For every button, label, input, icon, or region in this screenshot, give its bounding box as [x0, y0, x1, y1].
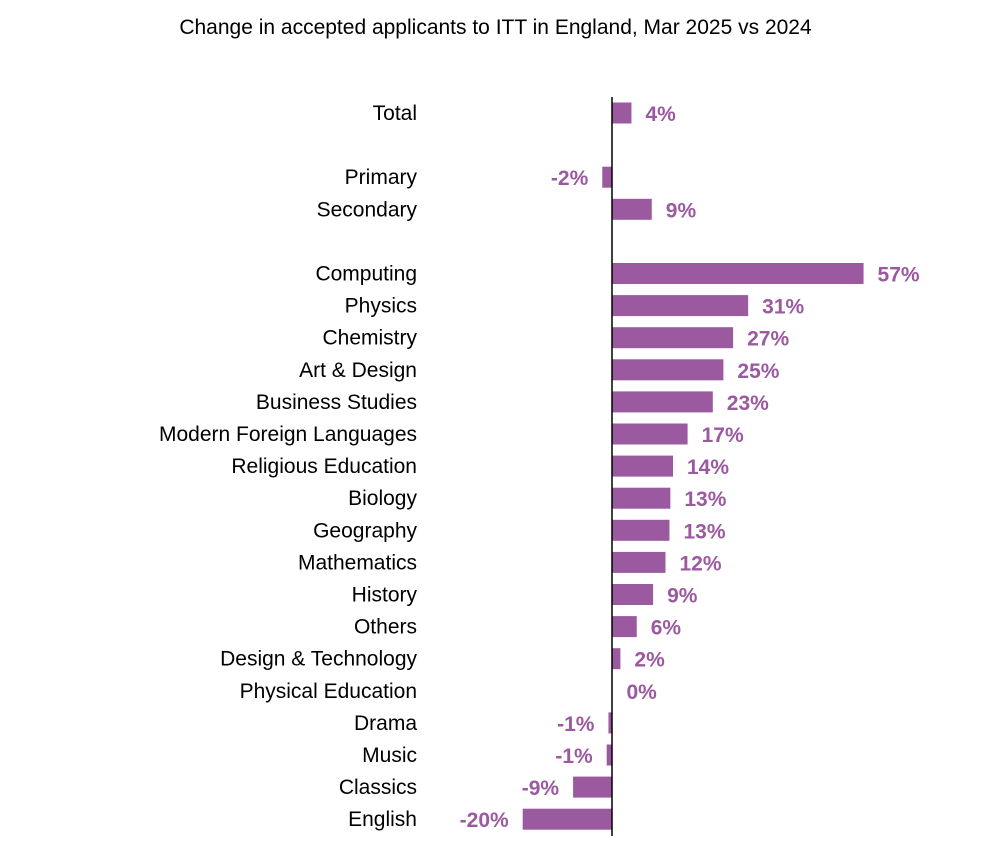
- data-label-design-and-technology: 2%: [634, 649, 665, 672]
- data-label-music: -1%: [555, 745, 593, 768]
- data-label-primary: -2%: [551, 167, 589, 190]
- category-label-art-and-design: Art & Design: [299, 359, 417, 382]
- data-label-business-studies: 23%: [727, 392, 769, 415]
- bar-modern-foreign-languages: [612, 423, 688, 445]
- data-label-drama: -1%: [557, 713, 595, 736]
- category-label-geography: Geography: [313, 519, 417, 542]
- bar-geography: [612, 519, 670, 541]
- bar-biology: [612, 487, 671, 509]
- category-label-religious-education: Religious Education: [231, 455, 417, 478]
- chart-title: Change in accepted applicants to ITT in …: [179, 16, 812, 39]
- bar-art-and-design: [612, 359, 724, 381]
- bar-chemistry: [612, 327, 734, 349]
- bar-primary: [602, 166, 612, 188]
- bar-history: [612, 584, 654, 605]
- bar-english: [522, 808, 612, 830]
- bar-religious-education: [612, 455, 674, 477]
- bar-music: [606, 744, 612, 766]
- category-label-mathematics: Mathematics: [298, 551, 417, 574]
- category-label-english: English: [348, 808, 417, 831]
- data-label-secondary: 9%: [666, 199, 697, 222]
- category-label-music: Music: [362, 744, 417, 767]
- category-label-secondary: Secondary: [317, 198, 418, 221]
- data-label-total: 4%: [645, 103, 676, 126]
- bar-design-and-technology: [612, 648, 621, 670]
- bar-others: [612, 616, 637, 638]
- category-label-physics: Physics: [345, 295, 417, 318]
- bar-secondary: [612, 198, 652, 220]
- data-label-chemistry: 27%: [747, 328, 789, 351]
- data-label-history: 9%: [667, 585, 698, 608]
- category-label-chemistry: Chemistry: [322, 327, 417, 350]
- data-label-physics: 31%: [762, 296, 804, 319]
- category-label-total: Total: [373, 102, 417, 125]
- category-label-primary: Primary: [345, 166, 418, 189]
- bar-drama: [608, 712, 612, 734]
- bar-computing: [612, 263, 864, 284]
- bar-physics: [612, 295, 749, 317]
- data-label-computing: 57%: [878, 264, 920, 287]
- bar-mathematics: [612, 551, 666, 573]
- data-label-geography: 13%: [683, 520, 725, 543]
- category-label-business-studies: Business Studies: [256, 391, 417, 414]
- data-label-english: -20%: [460, 809, 509, 832]
- data-label-religious-education: 14%: [687, 456, 729, 479]
- bar-business-studies: [612, 391, 713, 413]
- category-label-physical-education: Physical Education: [240, 680, 417, 703]
- category-label-others: Others: [354, 616, 417, 639]
- bar-classics: [573, 776, 612, 798]
- category-label-computing: Computing: [315, 263, 417, 286]
- category-label-modern-foreign-languages: Modern Foreign Languages: [159, 423, 417, 446]
- data-label-biology: 13%: [684, 488, 726, 511]
- data-label-mathematics: 12%: [679, 552, 721, 575]
- category-label-biology: Biology: [348, 487, 417, 510]
- category-label-design-and-technology: Design & Technology: [220, 648, 417, 671]
- category-label-classics: Classics: [339, 776, 417, 799]
- bar-total: [612, 102, 632, 124]
- data-label-physical-education: 0%: [626, 681, 657, 704]
- data-label-others: 6%: [651, 617, 682, 640]
- data-label-classics: -9%: [522, 777, 560, 800]
- data-label-modern-foreign-languages: 17%: [702, 424, 744, 447]
- data-label-art-and-design: 25%: [737, 360, 779, 383]
- category-label-drama: Drama: [354, 712, 417, 735]
- category-label-history: History: [352, 584, 418, 607]
